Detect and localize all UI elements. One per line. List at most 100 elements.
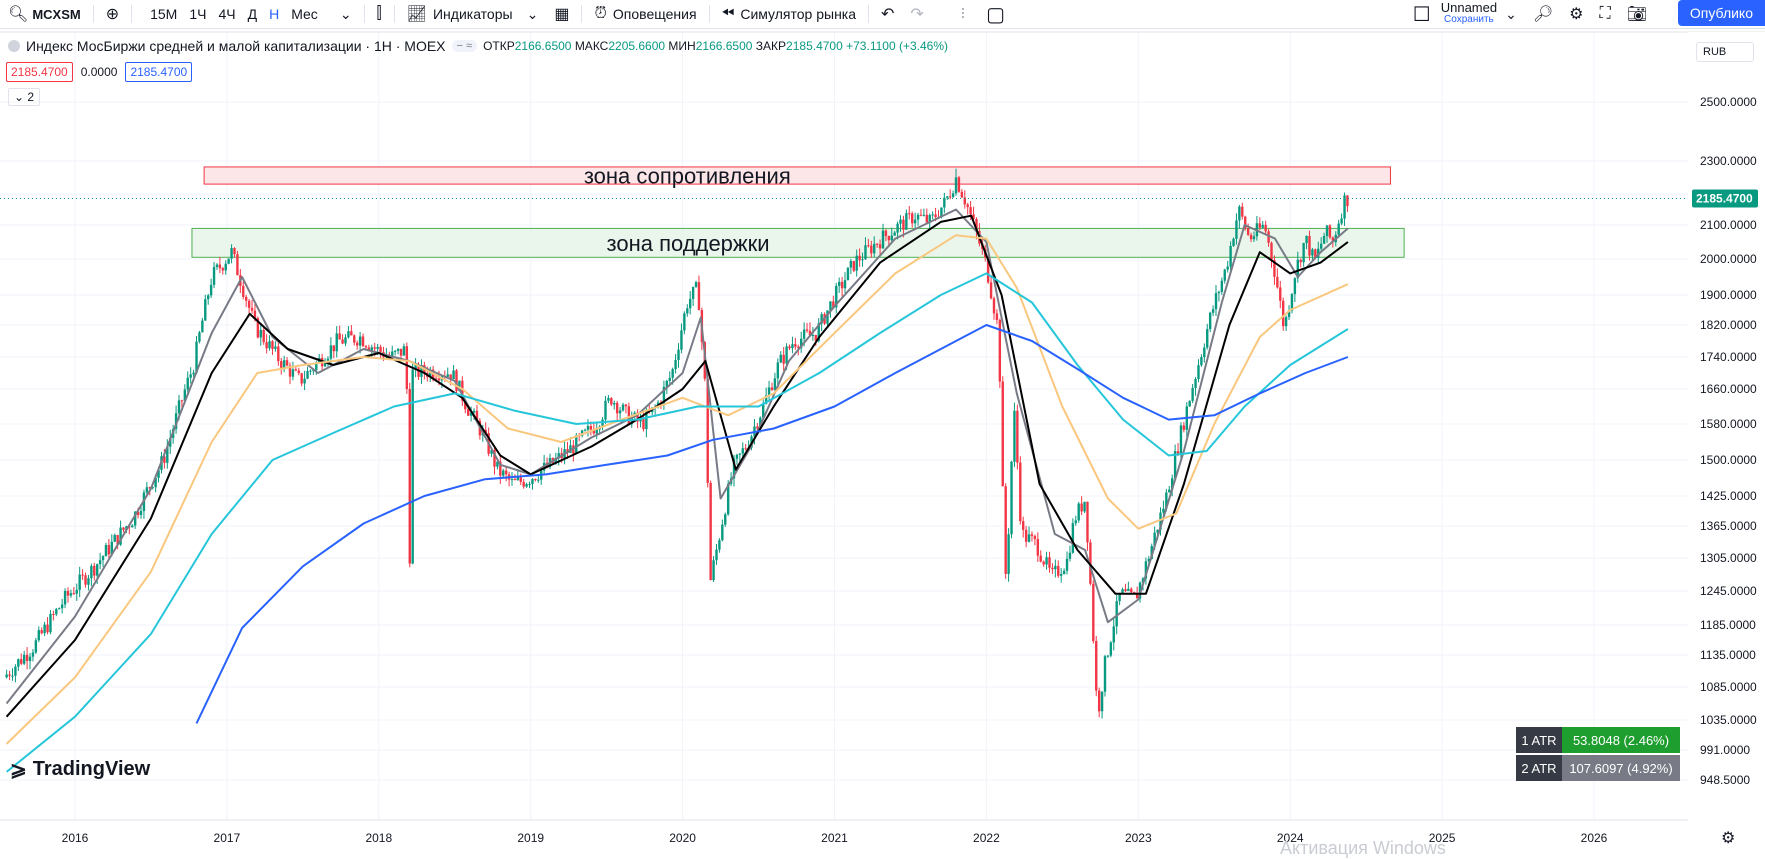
candle-body [469, 412, 473, 416]
divider [393, 5, 395, 23]
candle-body [662, 386, 666, 404]
timeframe-0[interactable]: 15М [150, 6, 178, 22]
undo-button[interactable]: ↶ [873, 0, 902, 28]
candle-body [1007, 534, 1010, 574]
candle-body [396, 348, 400, 351]
candle-body [756, 426, 759, 429]
candle-body [873, 243, 876, 254]
quick-search-button[interactable]: 🔎︎ [1525, 0, 1561, 28]
settings-button[interactable]: ⚙ [1561, 0, 1591, 28]
time-axis[interactable]: 2016 2017 2018 2019 2020 2021 2022 2023 2024 2025… [62, 831, 1608, 845]
candle-body [642, 418, 645, 430]
open-value: 2166.6500 [514, 39, 572, 53]
candle-body [820, 314, 823, 324]
candle-body [1010, 461, 1013, 535]
timeframe-5[interactable]: Мес [291, 6, 318, 22]
candle-body [1232, 238, 1235, 246]
candle-body [1124, 589, 1127, 592]
candle-body [297, 370, 300, 374]
timeframe-3[interactable]: Д [247, 6, 258, 22]
redo-button[interactable]: ↷ [902, 0, 931, 28]
symbol-title[interactable]: Индекс МосБиржи средней и малой капитали… [26, 38, 446, 54]
candle-body [402, 346, 406, 356]
candle-body [1159, 512, 1162, 530]
candle-body [805, 329, 809, 331]
candle-body [399, 348, 403, 356]
candle-body [624, 404, 628, 407]
price-tick-label: 2300.0000 [1700, 154, 1757, 168]
candle-body [31, 652, 35, 657]
snapshot-button[interactable]: 📷︎ [1619, 0, 1655, 28]
candle-body [177, 400, 181, 414]
currency-selector[interactable]: RUB [1696, 42, 1754, 62]
timeframe-1[interactable]: 1Ч [189, 6, 207, 22]
alerts-button[interactable]: ⏰︎ Оповещения [586, 0, 704, 28]
timeframe-2[interactable]: 4Ч [218, 6, 236, 22]
candle-body [528, 483, 531, 485]
compare-button[interactable]: ⊕ [98, 0, 127, 28]
candle-body [455, 370, 458, 392]
drag-handle[interactable]: ⠇ [952, 0, 978, 28]
candle-body [645, 411, 648, 430]
candle-body [1340, 218, 1343, 224]
candle-body [788, 346, 791, 349]
legend-toggle[interactable]: − ≈ [451, 40, 478, 52]
candle-body [17, 659, 20, 667]
candle-body [811, 334, 815, 336]
candle-body [1054, 565, 1057, 570]
candle-body [40, 630, 43, 634]
candle-body [802, 329, 806, 339]
candle-body [627, 406, 631, 425]
atr-label: 1 ATR [1516, 727, 1562, 753]
change-value: +73.1100 (+3.46%) [846, 39, 948, 53]
fullscreen-button[interactable]: ⛶ [1591, 0, 1618, 28]
chart-type-button[interactable]: ⫿ [369, 0, 390, 28]
candle-body [344, 337, 347, 344]
price-tick-label: 1085.0000 [1700, 680, 1757, 694]
candle-body [870, 245, 873, 254]
candle-body [686, 308, 689, 314]
candle-body [72, 593, 76, 595]
candle-body [741, 448, 744, 454]
candle-body [878, 244, 882, 249]
candle-body [586, 426, 590, 430]
layout-button[interactable]: ☐ Unnamed Сохранить ⌄ [1405, 0, 1525, 28]
divider [581, 5, 583, 23]
candle-body [782, 354, 785, 364]
candle-body [911, 213, 914, 224]
indicators-button[interactable]: 📈︎ Индикаторы ⌄ [399, 0, 547, 28]
candle-body [437, 378, 441, 381]
axis-settings-button[interactable]: ⚙ [1721, 828, 1735, 848]
layout-title: Unnamed [1440, 0, 1498, 15]
publish-button[interactable]: Опублико [1677, 0, 1765, 26]
price-axis[interactable]: 2500.00002300.00002200.00002100.00002000… [1688, 32, 1765, 820]
candle-body [1284, 317, 1288, 327]
candle-body [1325, 225, 1329, 237]
candle-body [779, 354, 782, 363]
candle-body [808, 330, 812, 336]
candle-body [1182, 425, 1186, 430]
symbol-search[interactable]: 🔍︎ MCXSM [0, 0, 89, 28]
timeframe-4[interactable]: Н [269, 6, 280, 22]
candle-body [1293, 278, 1297, 295]
legend-collapse-button[interactable]: ⌄ 2 [8, 88, 41, 106]
tradingview-logo[interactable]: ⩾ TradingView [10, 757, 150, 782]
candle-body [1220, 280, 1224, 292]
templates-button[interactable]: ▦ [546, 0, 577, 28]
candle-body [732, 458, 736, 479]
candle-body [1302, 243, 1305, 263]
candle-body [452, 370, 455, 380]
candle-body [1188, 400, 1191, 407]
candle-body [516, 477, 520, 481]
atr-value: 53.8048 (2.46%) [1562, 727, 1680, 753]
candle-body [1013, 410, 1016, 462]
timeframe-dropdown[interactable]: ⌄ [332, 0, 360, 28]
low-label: МИН [668, 39, 696, 53]
candle-body [215, 264, 219, 267]
replay-button[interactable]: ⏪︎ Симулятор рынка [714, 0, 864, 28]
camera-icon: 📷︎ [1626, 6, 1647, 23]
candle-body [957, 177, 961, 192]
selection-tool-button[interactable]: ▢ [978, 0, 1013, 28]
candle-body [1135, 594, 1139, 599]
